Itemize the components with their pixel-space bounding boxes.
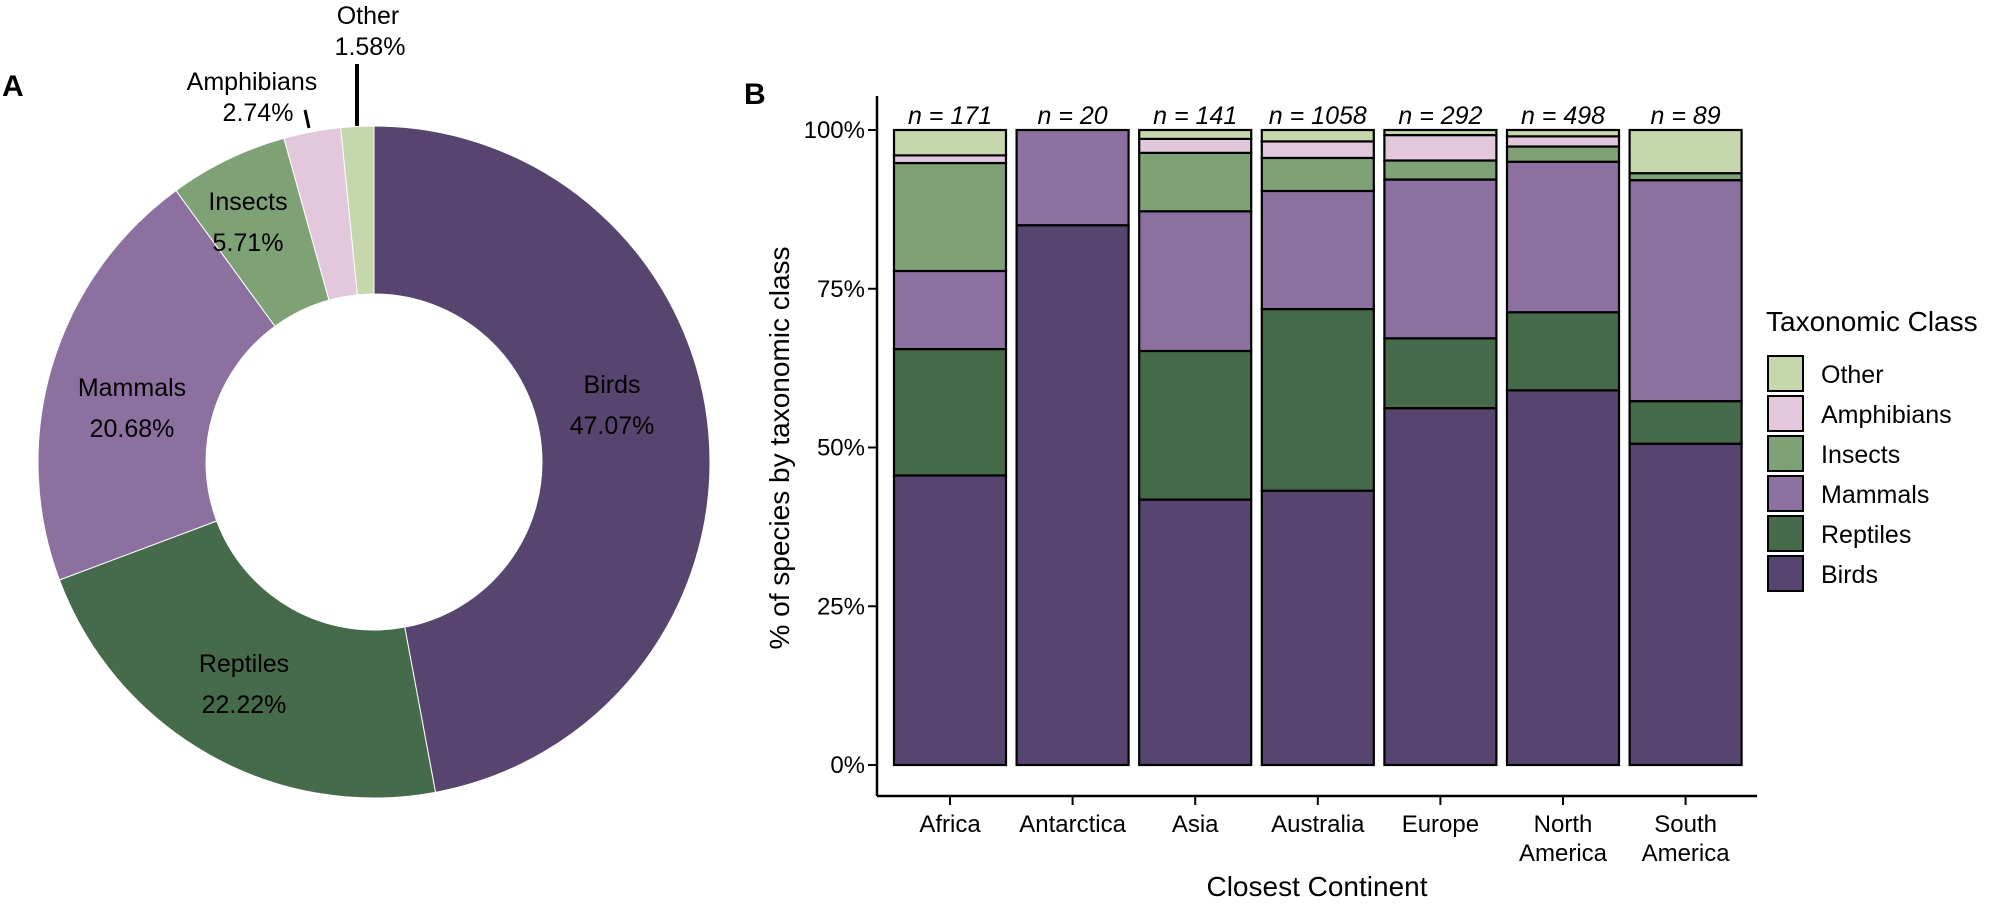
y-tick-label: 0% (830, 752, 865, 779)
donut-slice-reptiles (58, 520, 437, 799)
n-label-south-america: n = 89 (1650, 102, 1720, 130)
bar-australia-reptiles (1260, 307, 1375, 492)
bar-europe-birds (1383, 407, 1498, 767)
legend-swatch-insects (1767, 435, 1804, 472)
donut-slice-other (340, 125, 375, 296)
bar-south-america-other (1628, 128, 1743, 175)
panel-b-label: B (744, 78, 766, 111)
x-tick-label-north-america: America (1519, 840, 1608, 867)
bar-africa-insects (892, 161, 1008, 273)
y-tick-label: 75% (817, 276, 865, 303)
bar-australia-mammals (1260, 189, 1375, 311)
bar-asia-reptiles (1138, 349, 1253, 501)
legend-swatch-mammals (1767, 475, 1804, 512)
legend-label-insects: Insects (1821, 441, 1900, 469)
bar-axes: Africa Antarctica Asia Australia Europe North… (764, 96, 1757, 902)
bar-north-america-birds (1505, 389, 1621, 767)
donut-value-mammals: 20.68% (90, 415, 175, 443)
donut-label-other: Other (337, 2, 400, 30)
x-tick-label-south-america: America (1642, 840, 1731, 867)
legend-label-reptiles: Reptiles (1821, 521, 1911, 549)
stacked-bar-chart: n = 171 n = 20 n = 141 n = 1058 n = 292 n = 4… (892, 102, 1743, 767)
bar-asia-other (1138, 128, 1253, 140)
bar-australia-insects (1260, 156, 1375, 193)
legend-label-other: Other (1821, 361, 1884, 389)
n-label-africa: n = 171 (908, 102, 992, 130)
bar-europe-mammals (1383, 178, 1498, 340)
legend-swatch-reptiles (1767, 515, 1804, 552)
y-tick-label: 100% (804, 117, 865, 144)
bar-asia-mammals (1138, 210, 1253, 353)
n-label-antarctica: n = 20 (1037, 102, 1107, 130)
x-tick-label-africa: Africa (919, 811, 981, 838)
x-tick-label-north-america: North (1534, 811, 1593, 838)
n-label-australia: n = 1058 (1269, 102, 1367, 130)
bar-south-america-birds (1628, 442, 1743, 767)
donut-value-amphibians: 2.74% (223, 99, 294, 127)
donut-label-amphibians: Amphibians (187, 68, 318, 96)
bar-australia-birds (1260, 489, 1375, 767)
bar-africa-mammals (892, 269, 1008, 351)
bar-asia-birds (1138, 498, 1253, 767)
legend-title: Taxonomic Class (1766, 306, 1978, 337)
donut-value-other: 1.58% (335, 33, 406, 61)
bar-europe-amphibians (1383, 133, 1498, 162)
bar-north-america-other (1505, 128, 1621, 138)
bar-antarctica-birds (1015, 224, 1130, 767)
donut-label-insects: Insects (208, 188, 287, 216)
bar-africa-reptiles (892, 347, 1008, 477)
bar-north-america-insects (1505, 145, 1621, 163)
y-tick-label: 25% (817, 593, 865, 620)
bar-africa-birds (892, 474, 1008, 767)
y-tick-label: 50% (817, 435, 865, 462)
x-tick-label-europe: Europe (1402, 811, 1479, 838)
x-tick-label-asia: Asia (1172, 811, 1219, 838)
x-axis-title: Closest Continent (1206, 871, 1427, 902)
legend-label-mammals: Mammals (1821, 481, 1929, 509)
bar-south-america-mammals (1628, 179, 1743, 403)
bar-europe-insects (1383, 159, 1498, 181)
legend-label-amphibians: Amphibians (1821, 401, 1952, 429)
bar-europe-reptiles (1383, 337, 1498, 410)
bar-south-america-reptiles (1628, 400, 1743, 445)
bar-australia-amphibians (1260, 140, 1375, 160)
donut-value-birds: 47.07% (570, 412, 655, 440)
legend: Taxonomic Class Other Amphibians Insects Mam… (1766, 306, 1978, 592)
donut-label-birds: Birds (584, 371, 641, 399)
x-tick-label-antarctica: Antarctica (1019, 811, 1126, 838)
bar-north-america-reptiles (1505, 311, 1621, 392)
donut-slice-birds (373, 125, 711, 793)
bar-asia-amphibians (1138, 137, 1253, 154)
bar-asia-insects (1138, 151, 1253, 213)
n-label-europe: n = 292 (1398, 102, 1482, 130)
x-tick-label-australia: Australia (1271, 811, 1365, 838)
n-label-north-america: n = 498 (1521, 102, 1605, 130)
leader-line-amphibians (303, 109, 311, 129)
legend-swatch-amphibians (1767, 395, 1804, 432)
donut-chart (37, 125, 711, 799)
donut-value-reptiles: 22.22% (202, 691, 287, 719)
bar-europe-other (1383, 128, 1498, 137)
bar-africa-amphibians (892, 154, 1008, 165)
bar-australia-other (1260, 128, 1375, 143)
donut-slice-mammals (37, 189, 276, 581)
legend-label-birds: Birds (1821, 561, 1878, 589)
panel-a-label: A (2, 70, 24, 103)
donut-value-insects: 5.71% (213, 229, 284, 257)
legend-swatch-other (1767, 355, 1804, 392)
donut-label-mammals: Mammals (78, 374, 186, 402)
bar-antarctica-mammals (1015, 128, 1130, 227)
y-axis-title: % of species by taxonomic class (764, 246, 795, 649)
bar-africa-other (892, 128, 1008, 157)
legend-swatch-birds (1767, 555, 1804, 592)
bar-north-america-mammals (1505, 160, 1621, 314)
bar-north-america-amphibians (1505, 135, 1621, 148)
n-label-asia: n = 141 (1153, 102, 1237, 130)
x-tick-label-south-america: South (1654, 811, 1717, 838)
donut-labels: Birds 47.07% Reptiles 22.22% Mammals 20.68% In… (78, 2, 655, 719)
donut-label-reptiles: Reptiles (199, 650, 289, 678)
